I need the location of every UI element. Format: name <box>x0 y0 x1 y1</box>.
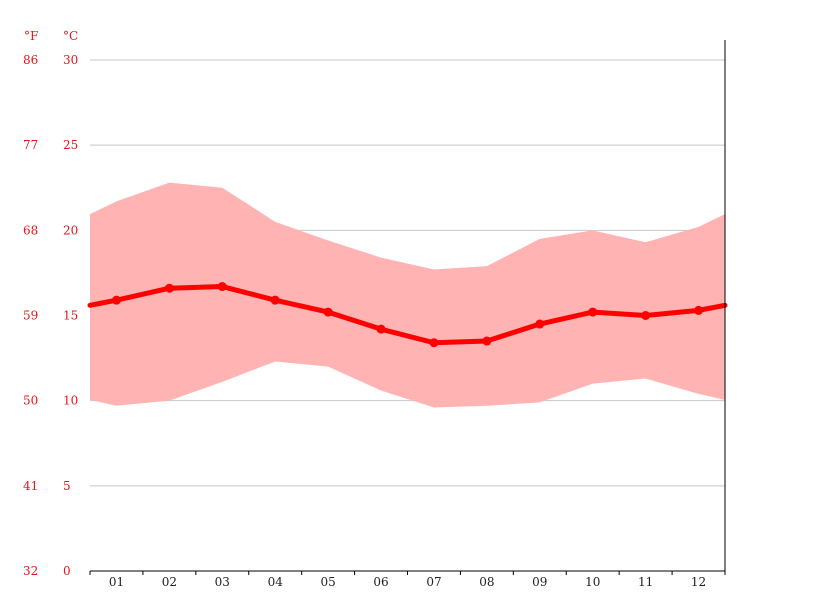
mean-line <box>87 282 728 348</box>
y-tick-label-c: 5 <box>63 479 71 493</box>
mean-temperature-point <box>429 338 439 348</box>
x-tick-label: 01 <box>109 575 124 589</box>
tick-labels: 32 0 41 5 50 10 59 15 68 20 77 25 86 30 01 02 03 04 05 06 07… <box>23 53 706 589</box>
mean-temperature-point <box>641 311 651 320</box>
mean-temperature-point <box>111 295 121 305</box>
x-tick-label: 07 <box>426 575 441 589</box>
y-tick-label-f: 77 <box>23 138 38 152</box>
unit-label-celsius: °C <box>63 29 78 43</box>
mean-temperature-point <box>482 336 492 346</box>
mean-temperature-point <box>535 319 545 329</box>
y-tick-label-c: 25 <box>63 138 78 152</box>
mean-temperature-point <box>376 324 386 334</box>
x-tick-label: 10 <box>585 575 600 589</box>
min-max-band <box>90 182 725 408</box>
x-tick-label: 08 <box>479 575 494 589</box>
y-tick-label-f: 41 <box>23 479 38 493</box>
mean-temperature-point <box>323 307 333 317</box>
x-tick-label: 04 <box>268 575 284 589</box>
axes <box>89 40 726 575</box>
y-tick-label-c: 30 <box>63 53 78 67</box>
y-tick-label-c: 0 <box>63 564 71 578</box>
mean-temperature-point <box>164 283 174 293</box>
mean-temperature-point <box>217 282 227 292</box>
x-tick-label: 06 <box>373 575 388 589</box>
x-tick-label: 12 <box>691 575 706 589</box>
mean-temperature-point <box>270 295 280 305</box>
mean-temperature-line <box>87 284 728 346</box>
temperature-range-band <box>90 182 725 408</box>
x-tick-label: 02 <box>162 575 177 589</box>
y-tick-label-f: 68 <box>23 223 38 237</box>
x-tick-label: 09 <box>532 575 547 589</box>
mean-temperature-point <box>588 307 598 317</box>
y-tick-label-f: 32 <box>23 564 38 578</box>
y-tick-label-c: 20 <box>63 223 78 237</box>
x-tick-label: 05 <box>320 575 335 589</box>
y-tick-label-f: 50 <box>23 394 38 408</box>
x-tick-label: 11 <box>638 575 653 589</box>
y-tick-label-f: 86 <box>23 53 38 67</box>
y-tick-label-f: 59 <box>23 309 38 323</box>
y-tick-label-c: 15 <box>63 309 78 323</box>
y-tick-label-c: 10 <box>63 394 78 408</box>
unit-label-fahrenheit: °F <box>24 29 38 43</box>
mean-temperature-point <box>694 305 704 315</box>
x-tick-label: 03 <box>215 575 230 589</box>
